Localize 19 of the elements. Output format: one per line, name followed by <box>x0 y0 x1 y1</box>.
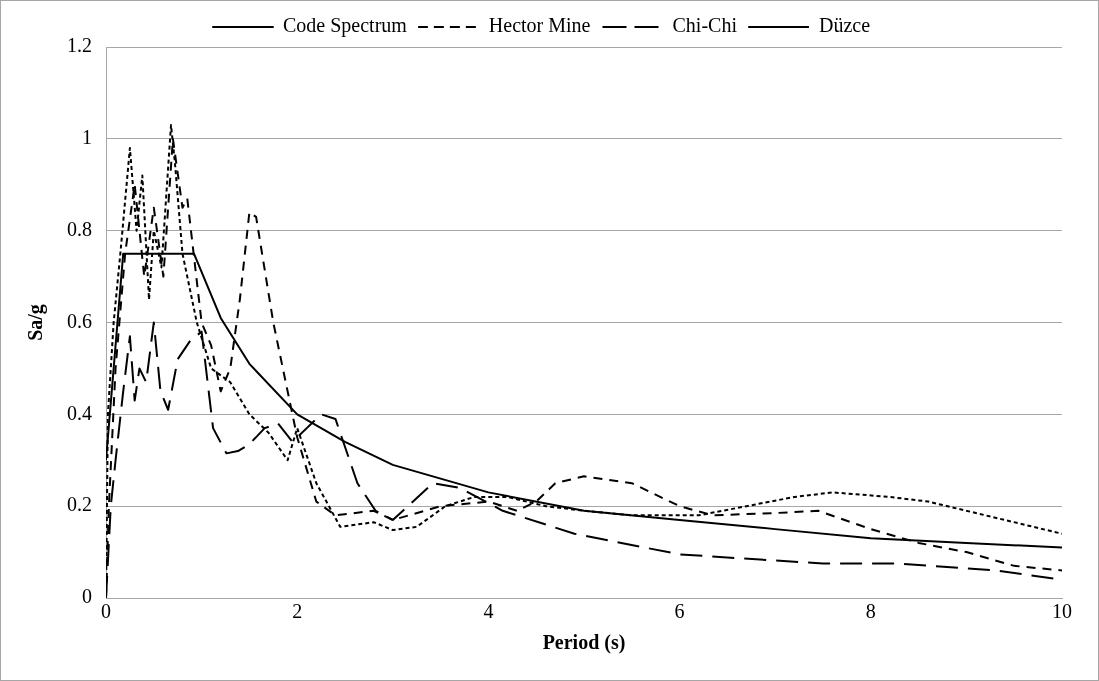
y-tick-label: 1.2 <box>67 34 92 57</box>
y-tick-label: 0.2 <box>67 493 92 516</box>
legend-label: Hector Mine <box>488 14 591 37</box>
x-tick-label: 2 <box>292 600 303 623</box>
y-axis-title: Sa/g <box>24 304 48 341</box>
x-tick-label: 10 <box>1052 600 1072 623</box>
x-tick-label: 4 <box>483 600 494 623</box>
x-axis-title: Period (s) <box>542 631 626 655</box>
y-tick-label: 1 <box>82 126 92 149</box>
x-tick-label: 8 <box>865 600 876 623</box>
x-tick-label: 0 <box>101 600 111 623</box>
y-tick-label: 0.8 <box>67 217 92 240</box>
legend-label: Düzce <box>818 14 871 37</box>
y-tick-label: 0.4 <box>67 401 92 424</box>
x-tick-label: 6 <box>674 600 685 623</box>
y-tick-label: 0 <box>82 585 92 608</box>
legend-label: Chi-Chi <box>672 14 738 37</box>
legend-label: Code Spectrum <box>282 14 408 38</box>
y-tick-label: 0.6 <box>67 309 92 332</box>
